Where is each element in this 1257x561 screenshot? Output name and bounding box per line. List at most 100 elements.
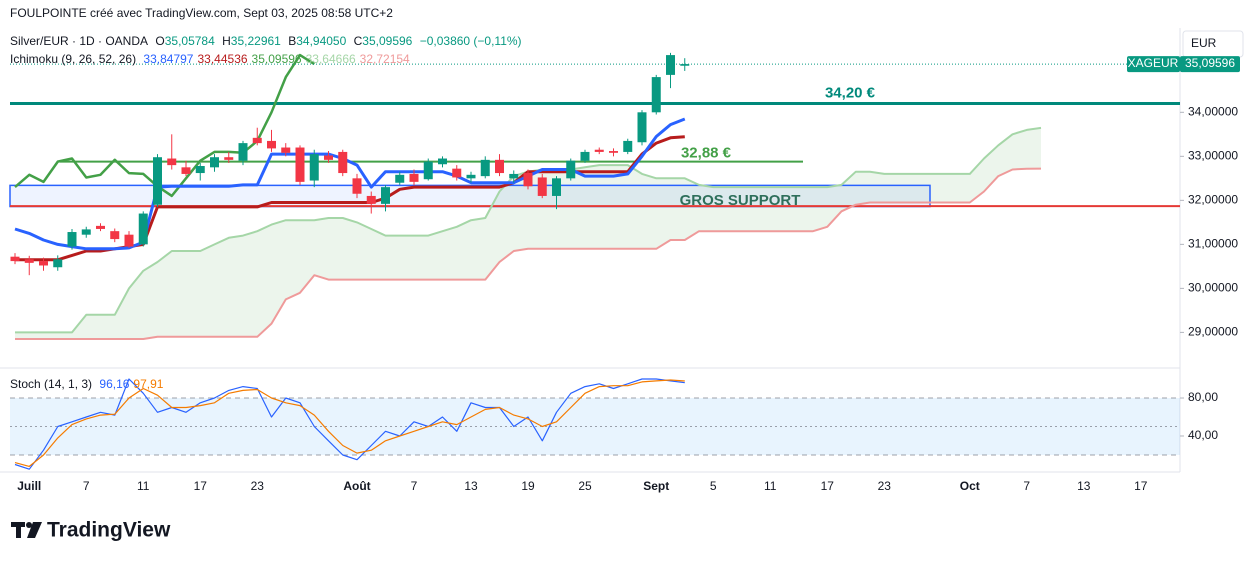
indicator-legend: Ichimoku (9, 26, 52, 26) 33,84797 33,4453… [10, 52, 414, 66]
change: −0,03860 (−0,11%) [419, 34, 522, 48]
candle-body [53, 259, 63, 268]
x-tick-label: 19 [521, 479, 535, 493]
symbol-tag [1127, 56, 1180, 73]
stoch-value: 97,91 [133, 377, 164, 391]
indicator-value: 33,44536 [197, 52, 248, 66]
candle-body [39, 261, 48, 266]
x-tick-label: 23 [251, 479, 265, 493]
x-tick-label: 23 [878, 479, 892, 493]
x-tick-label: 5 [710, 479, 717, 493]
indicator-value: 33,84797 [143, 52, 194, 66]
candle-body [666, 55, 675, 75]
level-label: 32,88 € [681, 145, 732, 162]
candle-body [67, 232, 77, 247]
candle-body [167, 158, 177, 166]
x-tick-label: 17 [821, 479, 835, 493]
y-tick-label: 31,00000 [1188, 237, 1238, 251]
candle-body [438, 158, 447, 165]
price-tag-text: 35,09596 [1185, 56, 1235, 70]
x-tick-label: 17 [194, 479, 208, 493]
candle-body [623, 140, 633, 152]
candle-body [423, 161, 433, 180]
candle-body [195, 166, 205, 174]
x-tick-label: Sept [643, 479, 669, 493]
indicator-value: 35,09596 [251, 52, 302, 66]
candle-body [324, 155, 333, 160]
candle-body [366, 195, 376, 204]
ichimoku-line [15, 167, 1042, 340]
candle-body [352, 178, 362, 194]
candle-body [381, 187, 390, 204]
readout-key: B [288, 34, 297, 48]
candle-body [580, 151, 590, 161]
x-tick-label: 11 [764, 479, 777, 493]
currency[interactable]: EUR [1191, 36, 1217, 50]
y-tick-label: 40,00 [1188, 428, 1218, 442]
price-legend: Silver/EUR · 1D · OANDA O35,05784 H35,22… [10, 34, 526, 48]
candle-body [224, 157, 234, 160]
x-tick-label: Juill [17, 479, 41, 493]
candle-body [466, 174, 476, 179]
candle-body [24, 259, 34, 263]
candle-body [452, 168, 462, 178]
readout-key: O [155, 34, 165, 48]
x-tick-label: 7 [411, 479, 418, 493]
readout-value: 35,22961 [230, 34, 281, 48]
x-tick-label: 17 [1134, 479, 1148, 493]
candle-body [124, 234, 134, 247]
candle-body [680, 64, 690, 66]
candle-body [509, 173, 519, 179]
zone-label: GROS SUPPORT [680, 192, 801, 209]
level-label: 34,20 € [825, 84, 876, 101]
readout-key: H [222, 34, 231, 48]
stoch-line [14, 379, 685, 467]
candle-body [238, 143, 248, 161]
x-tick-label: 25 [578, 479, 592, 493]
logo-icon [11, 522, 42, 538]
candle-body [281, 147, 291, 153]
x-tick-label: 7 [1023, 479, 1030, 493]
x-tick-label: 7 [83, 479, 90, 493]
candle-body [96, 225, 105, 229]
candle-body [480, 159, 490, 177]
stoch-legend: Stoch (14, 1, 3) 96,16 97,91 [10, 377, 167, 391]
symbol: Silver/EUR · 1D · OANDA [10, 34, 149, 48]
indicator-title: Ichimoku (9, 26, 52, 26) [10, 52, 137, 66]
candle-body [594, 149, 604, 152]
x-tick-label: 11 [137, 479, 150, 493]
candle-body [252, 137, 262, 144]
candle-body [409, 173, 419, 182]
readout-key: C [353, 34, 363, 48]
x-tick-label: Août [343, 479, 370, 493]
candle-body [395, 174, 405, 183]
candle-body [338, 151, 348, 174]
candle-body [651, 77, 661, 113]
candle-body [10, 256, 20, 262]
readout-value: 35,09596 [362, 34, 413, 48]
candle-body [81, 229, 91, 235]
candle-body [566, 160, 576, 179]
candle-body [267, 140, 276, 149]
indicator-value: 32,72154 [359, 52, 410, 66]
candle-body [609, 151, 618, 153]
x-tick-label: 13 [464, 479, 478, 493]
candle-body [552, 178, 561, 196]
candle-body [495, 159, 504, 174]
candle-body [295, 147, 305, 182]
candle-body [309, 154, 319, 181]
y-tick-label: 32,00000 [1188, 193, 1238, 207]
candle-body [138, 213, 148, 245]
candle-body [181, 167, 191, 174]
y-tick-label: 33,00000 [1188, 148, 1238, 162]
candle-body [210, 157, 219, 168]
readout-value: 34,94050 [296, 34, 347, 48]
x-tick-label: 13 [1077, 479, 1091, 493]
candle-body [153, 157, 162, 205]
y-tick-label: 80,00 [1188, 390, 1218, 404]
stoch-line [14, 378, 685, 470]
cloud-fill [15, 127, 1041, 339]
attribution: FOULPOINTE créé avec TradingView.com, Se… [10, 6, 393, 20]
candle-body [110, 231, 120, 240]
